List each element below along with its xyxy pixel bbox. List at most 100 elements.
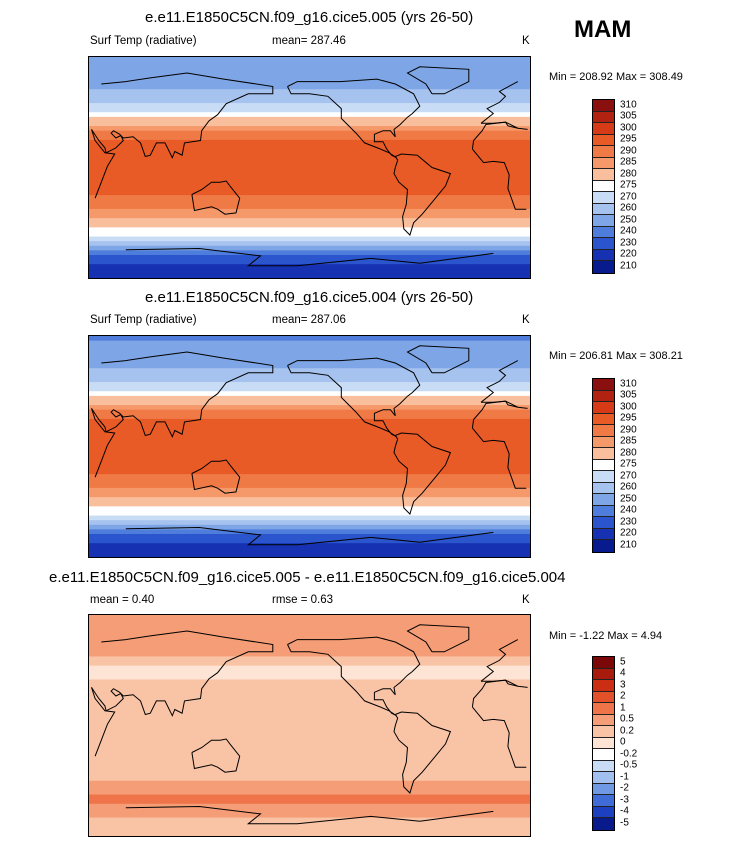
panel-2-heatmap: [89, 336, 530, 557]
zonal-band: [89, 377, 530, 383]
colorbar-swatch: [593, 192, 614, 204]
zonal-band: [89, 236, 530, 242]
colorbar-tick-label: -1: [620, 771, 629, 783]
zonal-band: [89, 222, 530, 228]
zonal-band: [89, 144, 530, 150]
colorbar-tick-label: 270: [620, 191, 637, 203]
zonal-band: [89, 103, 530, 109]
colorbar-tick-label: -2: [620, 782, 629, 794]
zonal-band: [89, 743, 530, 750]
zonal-band: [89, 250, 530, 256]
zonal-band: [89, 121, 530, 127]
colorbar-tick-label: 285: [620, 156, 637, 168]
zonal-band: [89, 423, 530, 429]
coastline: [480, 360, 519, 403]
colorbar-tick-label: 0.5: [620, 713, 634, 725]
colorbar-swatch: [593, 737, 614, 749]
coastline: [481, 400, 528, 409]
panel-3-mean-label: mean = 0.40: [90, 594, 155, 606]
zonal-band: [89, 116, 530, 123]
colorbar-swatch: [593, 146, 614, 158]
zonal-band: [89, 213, 530, 219]
zonal-band: [89, 441, 530, 448]
colorbar-swatch: [593, 528, 614, 540]
panel-3-units-label: K: [522, 594, 530, 606]
zonal-band: [89, 510, 530, 517]
zonal-band: [89, 70, 530, 77]
coastline: [287, 636, 421, 717]
colorbar-tick-label: 310: [620, 378, 637, 390]
coastline: [472, 706, 527, 768]
colorbar-tick-label: 230: [620, 516, 637, 528]
zonal-band: [89, 167, 530, 173]
colorbar-swatch: [593, 505, 614, 517]
zonal-band: [89, 418, 530, 425]
panel-3-heatmap: [89, 615, 530, 836]
colorbar-swatch: [593, 226, 614, 238]
zonal-band: [89, 543, 530, 549]
zonal-band: [89, 245, 530, 251]
colorbar-tick-label: 280: [620, 447, 637, 459]
zonal-band: [89, 98, 530, 104]
zonal-band: [89, 753, 530, 759]
zonal-band: [89, 762, 530, 768]
panel-1-variable-label: Surf Temp (radiative): [90, 35, 197, 47]
zonal-band: [89, 711, 530, 717]
panel-3-map: [88, 614, 531, 837]
zonal-band: [89, 780, 530, 786]
zonal-band: [89, 93, 530, 100]
coastline: [393, 432, 452, 515]
colorbar-swatch: [593, 100, 614, 112]
zonal-band: [89, 176, 530, 182]
zonal-band: [89, 679, 530, 685]
colorbar-tick-label: 275: [620, 458, 637, 470]
colorbar-box: [592, 378, 615, 553]
zonal-band: [89, 533, 530, 540]
zonal-band: [89, 181, 530, 187]
coastline: [287, 78, 421, 159]
colorbar-swatch: [593, 691, 614, 703]
zonal-band: [89, 130, 530, 136]
panel-1-heatmap: [89, 57, 530, 278]
colorbar-tick-label: 300: [620, 401, 637, 413]
coastline: [480, 639, 519, 682]
zonal-band: [89, 414, 530, 420]
colorbar-swatch: [593, 714, 614, 726]
colorbar-swatch: [593, 448, 614, 460]
colorbar-tick-label: 295: [620, 412, 637, 424]
zonal-band: [89, 812, 530, 819]
zonal-band: [89, 84, 530, 90]
zonal-band: [89, 400, 530, 406]
zonal-band: [89, 515, 530, 521]
zonal-band: [89, 615, 530, 621]
colorbar-tick-label: 0.2: [620, 725, 634, 737]
zonal-band: [89, 538, 530, 544]
zonal-band: [89, 707, 530, 713]
zonal-band: [89, 460, 530, 466]
zonal-band: [89, 789, 530, 796]
zonal-band: [89, 771, 530, 777]
colorbar-tick-label: 260: [620, 481, 637, 493]
panel-1-units-label: K: [522, 35, 530, 47]
zonal-band: [89, 748, 530, 754]
colorbar-tick-label: 250: [620, 214, 637, 226]
zonal-band: [89, 80, 530, 86]
zonal-band: [89, 808, 530, 814]
colorbar-tick-label: 3: [620, 679, 626, 691]
colorbar-swatch: [593, 261, 614, 273]
coastline: [91, 630, 274, 717]
zonal-band: [89, 688, 530, 694]
zonal-band: [89, 803, 530, 809]
colorbar-tick-label: 230: [620, 237, 637, 249]
colorbar-swatch: [593, 238, 614, 250]
zonal-band: [89, 642, 530, 648]
colorbar-tick-label: 5: [620, 656, 626, 668]
zonal-band: [89, 665, 530, 671]
colorbar-tick-label: 240: [620, 504, 637, 516]
zonal-band: [89, 391, 530, 397]
coastline: [471, 679, 519, 708]
zonal-band: [89, 372, 530, 379]
coastline: [419, 810, 494, 822]
zonal-band: [89, 474, 530, 480]
zonal-band: [89, 799, 530, 805]
